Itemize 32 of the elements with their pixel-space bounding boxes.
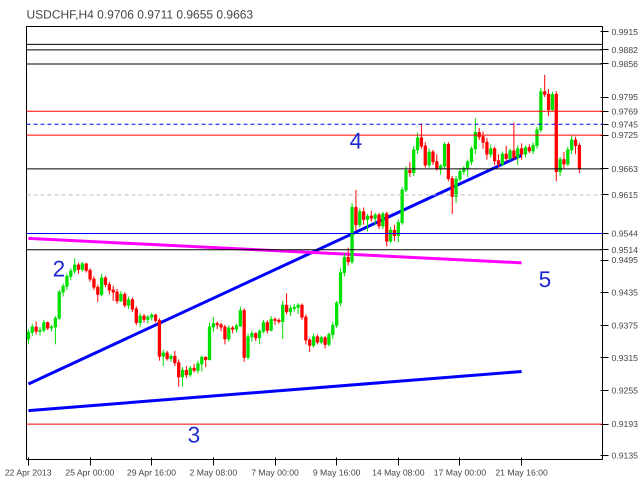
annotation: 4 bbox=[350, 127, 362, 154]
ref-line-label: 0.9544 bbox=[612, 228, 638, 238]
ref-line-label: 0.9615 bbox=[612, 190, 638, 200]
y-tick-label: 0.9915 bbox=[612, 26, 638, 37]
x-tick-label: 7 May 00:00 bbox=[251, 468, 300, 478]
chart-title: USDCHF,H4 0.9706 0.9711 0.9655 0.9663 bbox=[26, 8, 254, 22]
annotation: 2 bbox=[52, 255, 66, 282]
ref-line-label: 0.9882 bbox=[612, 44, 638, 55]
x-tick-label: 29 Apr 16:00 bbox=[126, 468, 176, 478]
x-tick-label: 25 Apr 00:00 bbox=[65, 468, 115, 478]
y-tick-label: 0.9315 bbox=[612, 352, 638, 363]
annotation: 5 bbox=[538, 266, 552, 292]
x-tick-label: 21 May 16:00 bbox=[495, 468, 548, 478]
annotation: 3 bbox=[188, 421, 200, 448]
x-tick-label: 14 May 08:00 bbox=[372, 468, 425, 478]
ref-line-label: 0.9663 bbox=[612, 164, 638, 174]
ref-line-label: 0.9725 bbox=[612, 130, 638, 140]
ref-line-label: 0.9745 bbox=[612, 119, 638, 130]
ref-line-label: 0.9193 bbox=[612, 419, 638, 430]
y-tick-label: 0.9135 bbox=[612, 450, 638, 461]
y-tick-label: 0.9495 bbox=[612, 255, 638, 266]
x-tick-label: 17 May 00:00 bbox=[434, 468, 486, 478]
x-tick-label: 2 May 08:00 bbox=[190, 468, 238, 478]
y-tick-label: 0.9375 bbox=[612, 320, 638, 330]
x-tick-label: 22 Apr 2013 bbox=[4, 468, 52, 478]
y-tick-label: 0.9255 bbox=[612, 386, 638, 396]
ref-line-label: 0.9514 bbox=[612, 244, 638, 255]
ref-line-label: 0.9856 bbox=[612, 58, 638, 69]
y-tick-label: 0.9435 bbox=[612, 288, 638, 298]
ref-line-label: 0.9769 bbox=[612, 106, 638, 116]
x-tick-label: 9 May 16:00 bbox=[312, 468, 361, 478]
y-tick-label: 0.9795 bbox=[612, 92, 638, 102]
